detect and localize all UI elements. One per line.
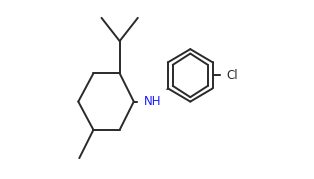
Text: NH: NH xyxy=(144,95,161,108)
Text: Cl: Cl xyxy=(227,69,238,82)
